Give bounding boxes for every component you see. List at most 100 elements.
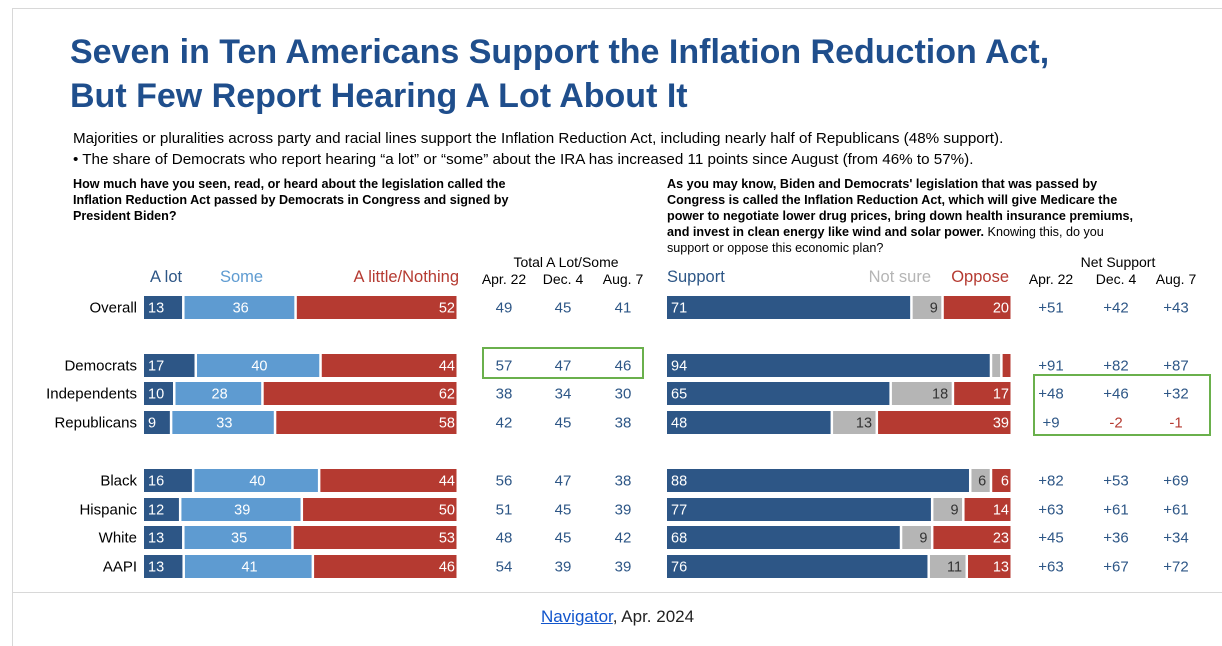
heard-bar-label: 36 (233, 301, 249, 317)
support-bar-label: 9 (919, 531, 927, 547)
support-bar-support (667, 411, 831, 434)
heard-bar-label: 50 (439, 503, 455, 519)
heard-bar-some (181, 498, 301, 521)
support-bar-label: 76 (671, 560, 687, 576)
net-value: +91 (1038, 358, 1063, 375)
heard-bar-some (175, 382, 262, 405)
net-value: +63 (1038, 559, 1063, 576)
legend-some: Some (220, 268, 263, 286)
row-label: White (99, 530, 137, 547)
question-right-line: Congress is called the Inflation Reducti… (667, 193, 1117, 207)
net-value: +42 (1103, 300, 1128, 317)
total-value: 42 (496, 415, 513, 432)
support-bar-label: 48 (671, 416, 687, 432)
legend-support: Support (667, 268, 725, 286)
net-value: +82 (1103, 358, 1128, 375)
heard-bar-label: 53 (439, 531, 455, 547)
net-col-header: Apr. 22 (1029, 271, 1074, 287)
heard-bar-a-little-nothing (303, 498, 457, 521)
total-value: 46 (615, 358, 632, 375)
total-col-header: Aug. 7 (603, 271, 644, 287)
heard-bar-a-lot (144, 296, 183, 319)
support-bar-oppose (1002, 354, 1011, 377)
highlight-box-democrats-total (482, 347, 644, 379)
support-bar-label: 23 (993, 531, 1009, 547)
total-value: 47 (555, 473, 572, 490)
total-value: 45 (555, 415, 572, 432)
row-label: Republicans (54, 415, 137, 432)
total-col-header: Apr. 22 (482, 271, 527, 287)
row-label: AAPI (103, 559, 137, 576)
row-label: Democrats (64, 358, 137, 375)
heard-bar-label: 41 (241, 560, 257, 576)
chart-svg: Seven in Ten Americans Support the Infla… (46, 33, 1211, 578)
legend-oppose: Oppose (951, 268, 1009, 286)
heard-bar-label: 13 (148, 301, 164, 317)
support-bar-label: 11 (947, 560, 962, 576)
heard-bar-a-lot (144, 469, 192, 492)
heard-bar-a-lot (144, 498, 179, 521)
support-bar-oppose (968, 555, 1011, 578)
row-label: Hispanic (79, 502, 137, 519)
net-value: +67 (1103, 559, 1128, 576)
support-bar-support (667, 296, 911, 319)
total-value: 45 (555, 300, 572, 317)
support-bar-support (667, 354, 990, 377)
chart-slide: Seven in Ten Americans Support the Infla… (12, 8, 1222, 592)
support-bar-not-sure (933, 498, 963, 521)
support-bar-label: 71 (671, 301, 687, 317)
heard-bar-label: 12 (148, 503, 164, 519)
support-bar-label: 39 (993, 416, 1009, 432)
source-footer: Navigator, Apr. 2024 (12, 592, 1222, 646)
highlight-box-net-support (1033, 374, 1211, 436)
row-label: Overall (89, 300, 137, 317)
support-bar-not-sure (902, 526, 931, 549)
net-value: +46 (1103, 386, 1128, 403)
support-bar-not-sure (912, 296, 942, 319)
total-value: 49 (496, 300, 513, 317)
net-header: Net Support (1081, 254, 1156, 270)
heard-bar-label: 10 (148, 387, 164, 403)
support-bar-support (667, 382, 890, 405)
heard-bar-some (197, 354, 320, 377)
net-value: +69 (1163, 473, 1188, 490)
net-value: +61 (1103, 502, 1128, 519)
heard-bar-some (172, 411, 274, 434)
heard-bar-some (184, 296, 295, 319)
total-value: 38 (496, 386, 513, 403)
support-bar-label: 20 (993, 301, 1009, 317)
total-value: 38 (615, 415, 632, 432)
question-left-line: President Biden? (73, 209, 177, 223)
support-bar-support (667, 526, 900, 549)
net-value: +32 (1163, 386, 1188, 403)
support-bar-label: 13 (993, 560, 1009, 576)
subhead: Majorities or pluralities across party a… (73, 130, 1003, 147)
support-bar-oppose (992, 469, 1011, 492)
total-value: 54 (496, 559, 513, 576)
total-value: 45 (555, 530, 572, 547)
support-bar-support (667, 498, 931, 521)
net-value: +45 (1038, 530, 1063, 547)
heard-bar-label: 16 (148, 474, 164, 490)
support-bar-label: 6 (1001, 474, 1009, 490)
total-col-header: Dec. 4 (543, 271, 584, 287)
support-bar-label: 9 (950, 503, 958, 519)
heard-bar-label: 58 (439, 416, 455, 432)
support-bar-label: 18 (932, 387, 948, 403)
net-value: +82 (1038, 473, 1063, 490)
support-bar-label: 77 (671, 503, 687, 519)
total-value: 39 (615, 502, 632, 519)
source-link[interactable]: Navigator (540, 607, 613, 626)
net-value: +61 (1163, 502, 1188, 519)
support-bar-label: 6 (978, 474, 986, 490)
source-date: , Apr. 2024 (612, 607, 695, 626)
heard-bar-a-lot (144, 555, 183, 578)
support-bar-support (667, 469, 969, 492)
net-value: +51 (1038, 300, 1063, 317)
net-value: +43 (1163, 300, 1188, 317)
question-left-line: How much have you seen, read, or heard a… (73, 177, 506, 191)
support-bar-label: 17 (993, 387, 1009, 403)
support-bar-not-sure (929, 555, 966, 578)
net-value: +72 (1163, 559, 1188, 576)
heard-bar-label: 62 (439, 387, 455, 403)
